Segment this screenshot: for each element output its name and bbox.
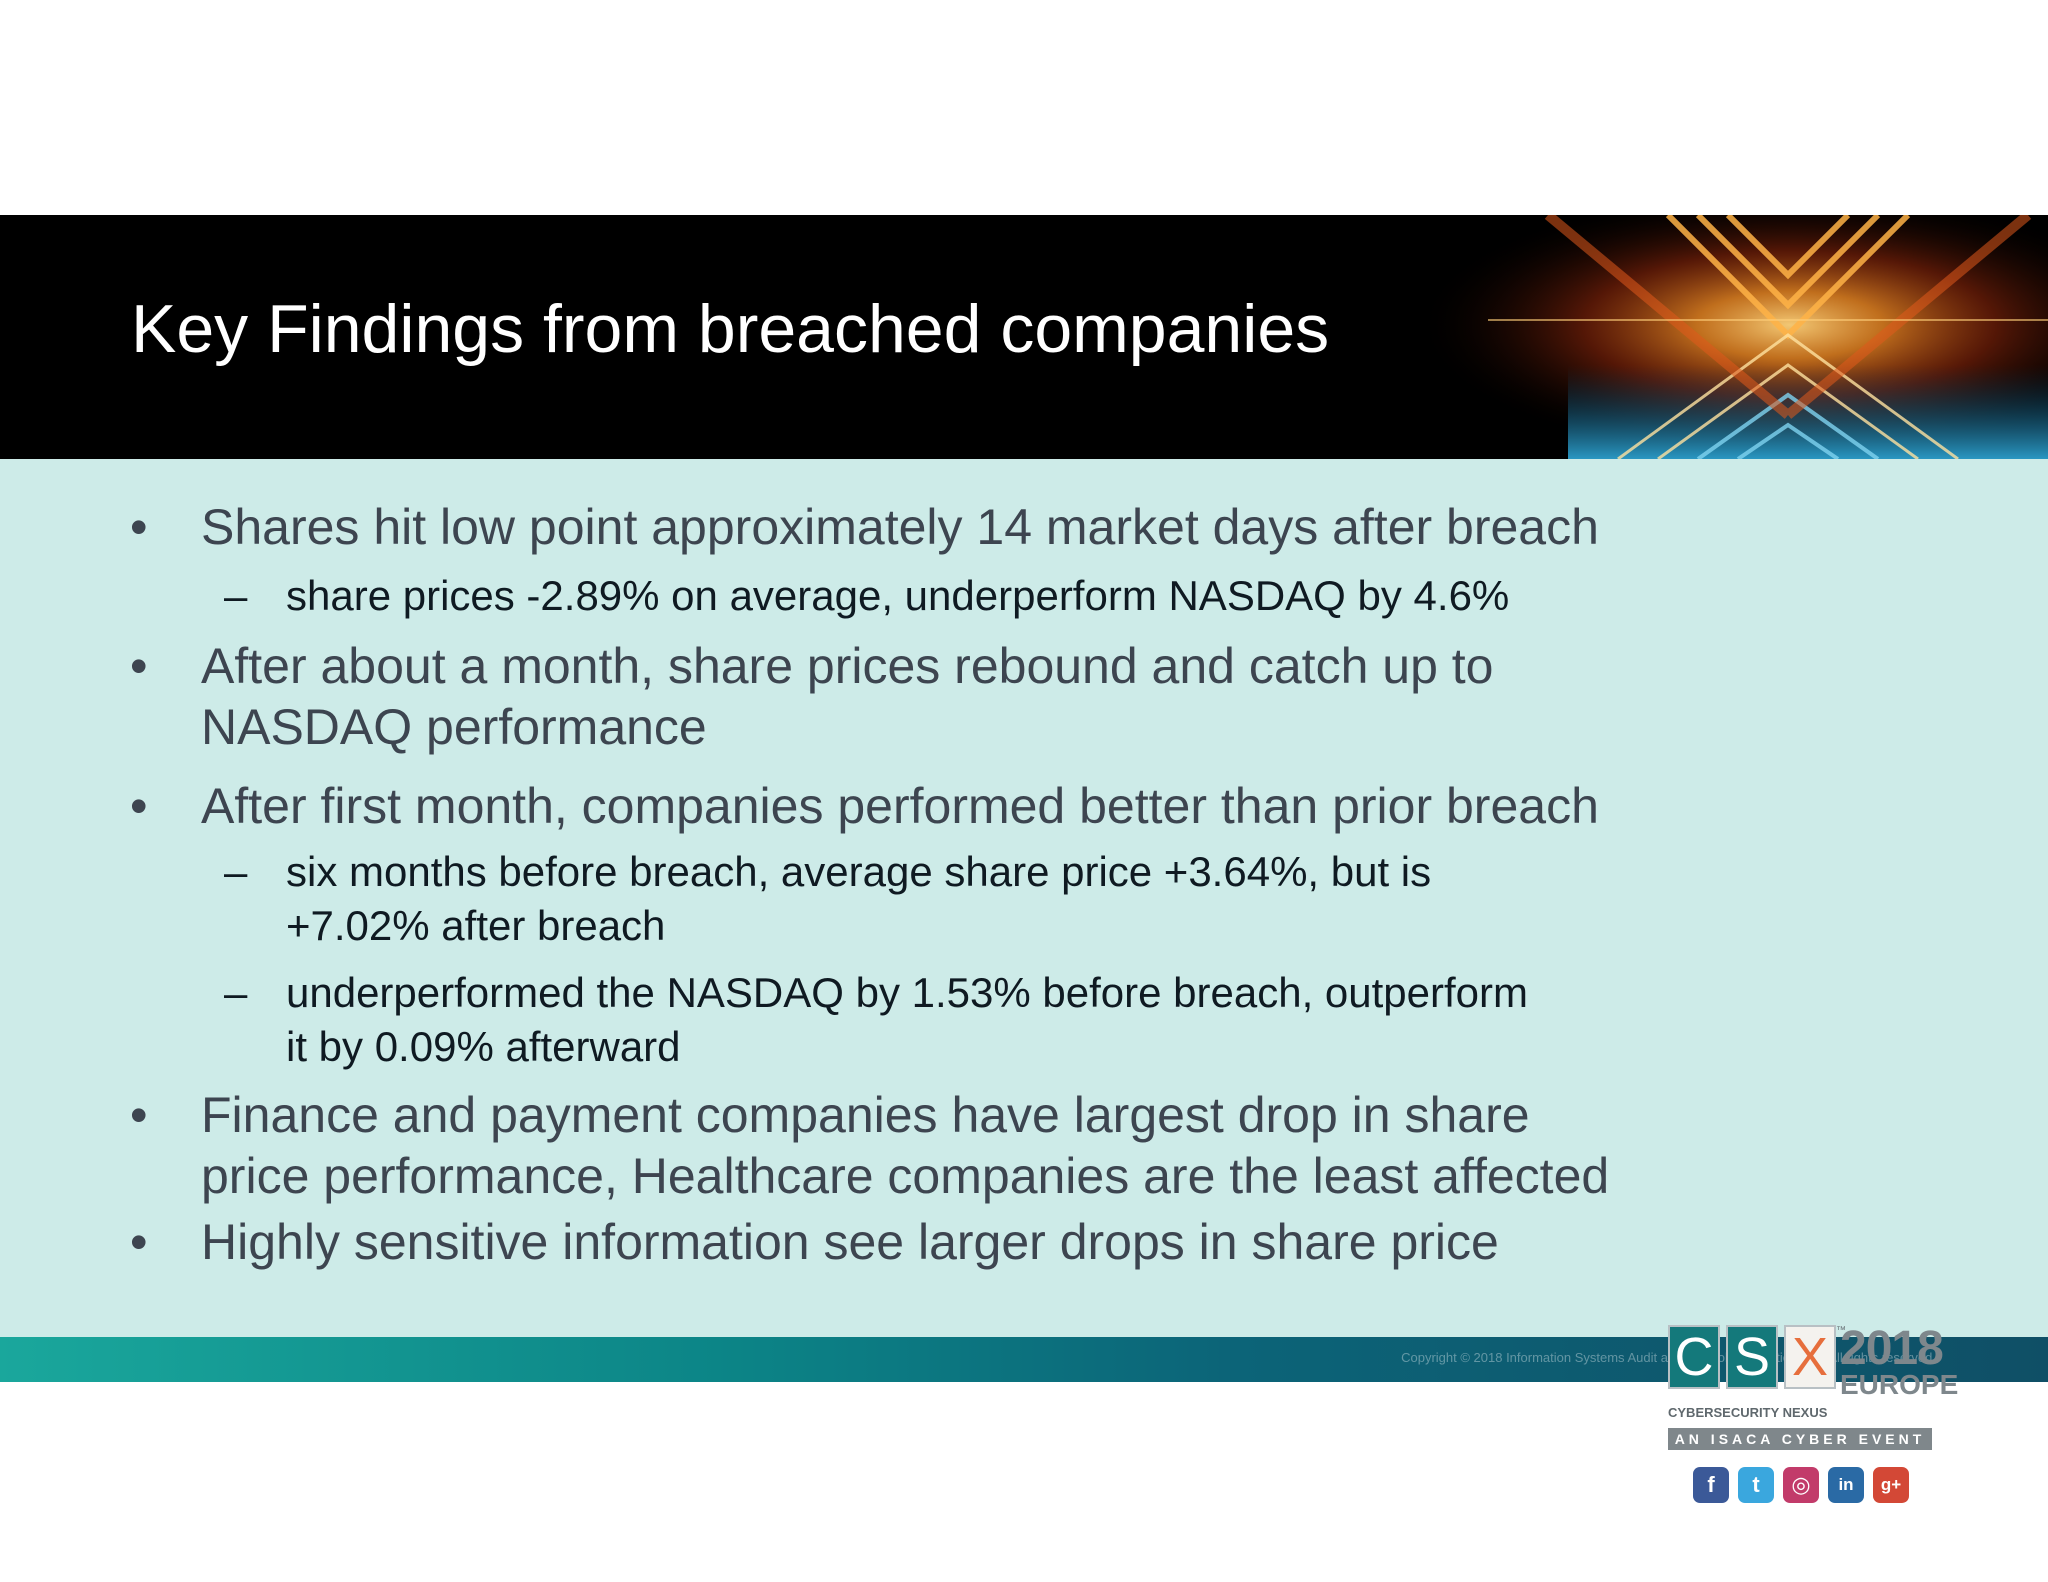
slide-body: • Shares hit low point approximately 14 m… (0, 459, 2048, 1337)
logo-year: 2018 (1840, 1322, 1944, 1375)
bullet-text: Finance and payment companies have large… (201, 1085, 1609, 1207)
bullet-line: After about a month, share prices reboun… (201, 638, 1494, 694)
logo-event-banner: AN ISACA CYBER EVENT (1668, 1428, 1932, 1450)
bullet-text: underperformed the NASDAQ by 1.53% befor… (286, 966, 1528, 1074)
social-icons: f t ◎ in g+ (1693, 1467, 1923, 1507)
bullet-text: Shares hit low point approximately 14 ma… (201, 497, 1599, 558)
bullet-text: six months before breach, average share … (286, 845, 1431, 953)
csx-2018-europe-logo: C S X ™ 2018 EUROPE CYBERSECURITY NEXUS … (1668, 1322, 1958, 1517)
slide-title: Key Findings from breached companies (131, 291, 1330, 367)
bullet-list: • Shares hit low point approximately 14 m… (0, 459, 2048, 1337)
bullet-line: Finance and payment companies have large… (201, 1087, 1530, 1143)
instagram-icon[interactable]: ◎ (1783, 1467, 1819, 1503)
bullet-text: share prices -2.89% on average, underper… (286, 569, 1509, 623)
slide-header: Key Findings from breached companies (0, 215, 2048, 459)
slide: Key Findings from breached companies • Sh… (0, 215, 2048, 1503)
bullet-marker: • (130, 499, 148, 555)
header-decoration-graphic (1368, 215, 2048, 459)
bullet-line: Highly sensitive information see larger … (201, 1214, 1499, 1270)
logo-letter-s: S (1726, 1325, 1778, 1389)
logo-letter-x: X (1784, 1325, 1836, 1389)
bullet-marker: • (130, 638, 148, 694)
bullet-line: Shares hit low point approximately 14 ma… (201, 499, 1599, 555)
googleplus-icon[interactable]: g+ (1873, 1467, 1909, 1503)
bullet-marker: • (130, 1087, 148, 1143)
dash-marker: – (224, 572, 248, 619)
bullet-text: Highly sensitive information see larger … (201, 1212, 1499, 1273)
bullet-line: +7.02% after breach (286, 902, 666, 949)
bullet-text: After first month, companies performed b… (201, 776, 1599, 837)
logo-letter-c: C (1668, 1325, 1720, 1389)
facebook-icon[interactable]: f (1693, 1467, 1729, 1503)
bullet-line: After first month, companies performed b… (201, 778, 1599, 834)
twitter-icon[interactable]: t (1738, 1467, 1774, 1503)
dash-marker: – (224, 848, 248, 895)
bullet-line: underperformed the NASDAQ by 1.53% befor… (286, 969, 1528, 1016)
logo-tagline: CYBERSECURITY NEXUS (1668, 1405, 1828, 1420)
bullet-text: After about a month, share prices reboun… (201, 636, 1493, 758)
bullet-marker: • (130, 1214, 148, 1270)
bullet-marker: • (130, 778, 148, 834)
bullet-line: share prices -2.89% on average, underper… (286, 572, 1510, 619)
bullet-line: it by 0.09% afterward (286, 1023, 681, 1070)
bullet-line: price performance, Healthcare companies … (201, 1148, 1610, 1204)
bullet-line: NASDAQ performance (201, 699, 707, 755)
logo-trademark: ™ (1836, 1325, 1846, 1336)
dash-marker: – (224, 969, 248, 1016)
logo-region: EUROPE (1840, 1369, 1959, 1400)
bullet-line: six months before breach, average share … (286, 848, 1432, 895)
linkedin-icon[interactable]: in (1828, 1467, 1864, 1503)
